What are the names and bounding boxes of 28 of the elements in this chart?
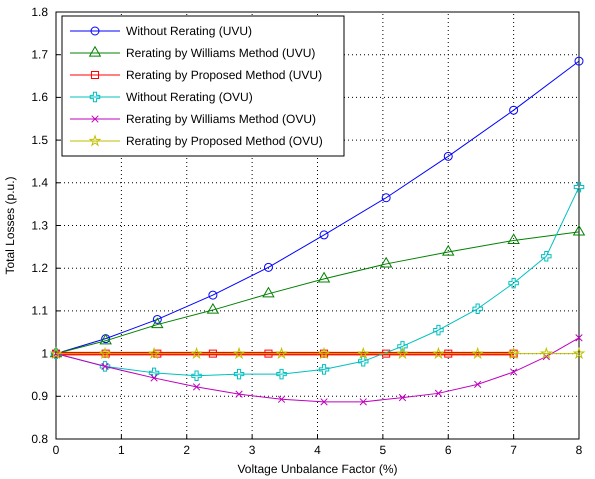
legend-label: Rerating by Proposed Method (UVU) xyxy=(126,68,322,82)
y-tick-label: 1.6 xyxy=(31,90,48,104)
y-tick-label: 0.8 xyxy=(31,432,48,446)
legend-label: Without Rerating (UVU) xyxy=(126,24,252,38)
y-tick-label: 1.4 xyxy=(31,176,48,190)
x-tick-label: 1 xyxy=(118,443,126,457)
legend-label: Rerating by Proposed Method (OVU) xyxy=(126,134,323,148)
x-tick-label: 2 xyxy=(183,443,190,457)
y-tick-label: 0.9 xyxy=(31,389,48,404)
x-tick-label: 7 xyxy=(510,443,518,457)
y-tick-label: 1.7 xyxy=(31,48,48,62)
y-tick-label: 1.3 xyxy=(31,218,48,232)
x-axis-title: Voltage Unbalance Factor (%) xyxy=(237,462,398,476)
y-tick-label: 1.8 xyxy=(31,4,48,19)
x-tick-label: 0 xyxy=(52,443,60,457)
y-tick-label: 1.1 xyxy=(31,304,48,318)
y-axis-title: Total Losses (p.u.) xyxy=(3,176,17,275)
x-tick-label: 5 xyxy=(380,443,387,457)
y-tick-label: 1.2 xyxy=(31,261,48,276)
x-tick-label: 8 xyxy=(576,443,583,457)
legend-label: Rerating by Williams Method (OVU) xyxy=(126,112,316,126)
legend-label: Without Rerating (OVU) xyxy=(126,90,253,104)
x-tick-label: 4 xyxy=(314,443,322,457)
x-tick-label: 3 xyxy=(248,443,256,457)
legend-label: Rerating by Williams Method (UVU) xyxy=(126,46,316,60)
x-tick-label: 6 xyxy=(444,443,452,457)
y-tick-label: 1 xyxy=(41,346,48,360)
y-tick-label: 1.5 xyxy=(31,132,48,147)
